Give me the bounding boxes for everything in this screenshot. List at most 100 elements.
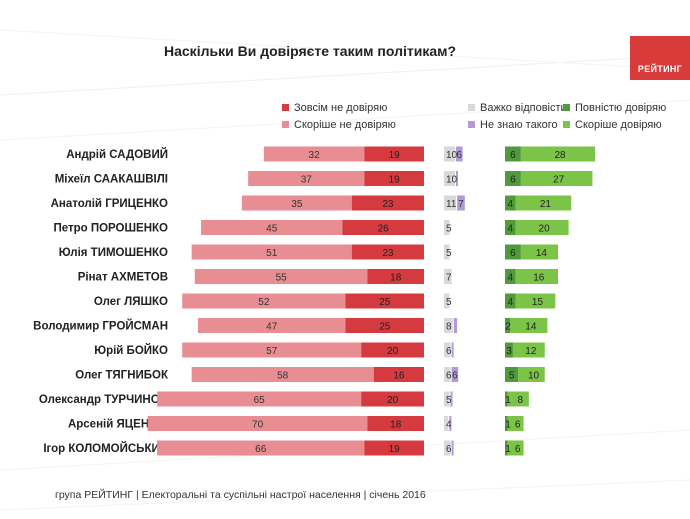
label-rather-not-trust: 57 [266,346,278,357]
legend-label-hard-to-say: Важко відповісти [480,102,567,114]
chart-row: Юлія ТИМОШЕНКО [59,244,558,260]
politician-name: Юрій БОЙКО [94,344,168,357]
chart-row: Петро ПОРОШЕНКО [53,220,569,235]
bar-rather-trust [512,342,545,358]
label-hard-to-say: 5 [446,395,452,406]
label-rather-not-trust: 66 [255,444,267,455]
bar-do-not-trust-at-all [373,367,424,382]
chart-row: Олег ЛЯШКО [94,293,556,309]
label-do-not-trust-at-all: 19 [389,150,401,161]
bar-do-not-trust-at-all [345,318,424,333]
bar-dont-know [451,440,454,456]
bar-do-not-trust-at-all [351,195,424,211]
label-fully-trust: 1 [505,395,511,406]
bar-do-not-trust-at-all [361,391,424,407]
label-do-not-trust-at-all: 23 [382,248,394,259]
label-rather-not-trust: 52 [258,297,270,308]
bar-hard-to-say [444,416,449,431]
label-do-not-trust-at-all: 23 [382,199,394,210]
chart-row: Олег ТЯГНИБОК [75,367,545,382]
label-hard-to-say: 4 [446,420,452,431]
label-fully-trust: 1 [505,420,511,431]
legend-label-rather-trust: Скоріше довіряю [575,119,662,131]
label-rather-not-trust: 55 [276,273,288,284]
politician-name: Рінат АХМЕТОВ [78,272,168,284]
label-rather-not-trust: 45 [266,224,278,235]
bar-rather-trust [515,220,569,235]
bar-hard-to-say [444,171,455,186]
label-hard-to-say: 6 [446,346,452,357]
legend-not-at-all: Зовсім не довіряю [282,102,387,114]
bar-hard-to-say [444,195,457,211]
label-hard-to-say: 10 [446,175,458,186]
label-do-not-trust-at-all: 20 [387,346,399,357]
bar-do-not-trust-at-all [351,244,424,260]
label-hard-to-say: 5 [446,248,452,259]
bar-rather-trust [520,171,593,186]
bar-do-not-trust-at-all [364,171,424,186]
bar-rather-trust [515,293,556,309]
label-rather-not-trust: 35 [291,199,303,210]
legend-swatch-rather-trust [563,121,570,128]
label-do-not-trust-at-all: 19 [389,444,401,455]
bar-dont-know [453,318,458,333]
label-fully-trust: 6 [510,150,516,161]
legend-label-dont-know: Не знаю такого [480,119,558,131]
label-rather-trust: 14 [525,322,537,333]
bar-rather-trust [510,318,548,333]
politician-name: Олег ЛЯШКО [94,296,168,308]
chart-row: Ігор КОЛОМОЙСЬКИЙ [43,440,524,456]
label-fully-trust: 4 [508,224,514,235]
label-fully-trust: 4 [508,199,514,210]
bar-fully-trust [505,220,516,235]
bar-rather-not-trust [147,416,368,431]
bar-rather-not-trust [191,367,374,382]
label-rather-trust: 28 [554,150,566,161]
bar-do-not-trust-at-all [364,440,424,456]
bar-fully-trust [505,342,513,358]
chart-row: Анатолій ГРИЦЕНКО [51,195,572,211]
bar-rather-trust [515,269,558,284]
bar-hard-to-say [444,244,450,260]
legend-rather-trust: Скоріше довіряю [563,119,662,131]
bar-rather-not-trust [197,318,346,333]
label-fully-trust: 4 [508,297,514,308]
legend-swatch-hard-to-say [468,104,475,111]
bar-fully-trust [505,293,516,309]
label-do-not-trust-at-all: 16 [393,371,405,382]
label-hard-to-say: 10 [446,150,458,161]
bar-rather-trust [520,244,558,260]
label-rather-trust: 6 [515,420,521,431]
label-rather-trust: 14 [536,248,548,259]
bar-rather-trust [507,391,529,407]
label-rather-not-trust: 51 [266,248,278,259]
chart-row: Володимир ГРОЙСМАН [33,318,548,333]
bar-rather-trust [518,367,545,382]
label-dont-know: 6 [457,150,463,161]
bar-fully-trust [505,195,516,211]
bar-rather-not-trust [182,293,346,309]
bar-hard-to-say [444,391,450,407]
label-hard-to-say: 6 [446,371,452,382]
bar-do-not-trust-at-all [342,220,424,235]
bar-rather-not-trust [241,195,352,211]
chart-row: Рінат АХМЕТОВ [78,269,558,284]
legend-rather-not: Скоріше не довіряю [282,119,396,131]
label-fully-trust: 6 [510,175,516,186]
label-fully-trust: 2 [505,322,511,333]
chart-row: Юрій БОЙКО [94,342,545,358]
bar-hard-to-say [444,440,451,456]
politician-name: Петро ПОРОШЕНКО [53,223,168,235]
label-rather-not-trust: 32 [309,150,321,161]
bar-fully-trust [505,440,508,456]
label-fully-trust: 5 [509,371,515,382]
bar-rather-not-trust [248,171,365,186]
legend-fully-trust: Повністю довіряю [563,102,666,114]
label-rather-trust: 27 [553,175,565,186]
label-rather-trust: 20 [539,224,551,235]
label-dont-know: 7 [458,199,464,210]
bar-hard-to-say [444,342,451,358]
bar-fully-trust [505,146,521,162]
politician-name: Анатолій ГРИЦЕНКО [51,198,168,210]
label-rather-not-trust: 65 [254,395,266,406]
